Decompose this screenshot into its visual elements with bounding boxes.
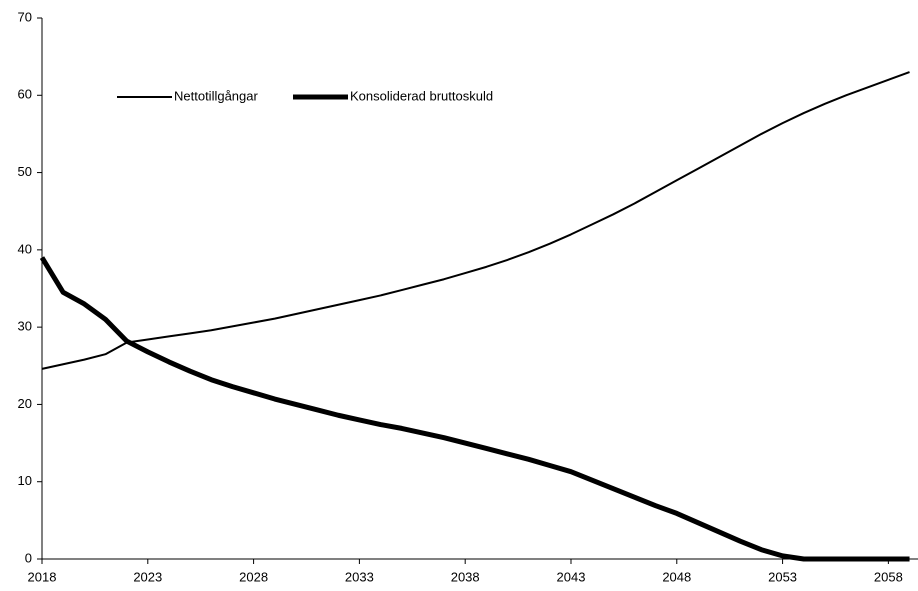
y-tick-label: 10 <box>18 473 32 488</box>
legend-label: Konsoliderad bruttoskuld <box>350 88 493 103</box>
x-tick-label: 2023 <box>133 569 162 584</box>
y-tick-label: 20 <box>18 396 32 411</box>
y-tick-label: 70 <box>18 9 32 24</box>
y-tick-label: 30 <box>18 319 32 334</box>
x-tick-label: 2053 <box>768 569 797 584</box>
y-tick-label: 50 <box>18 164 32 179</box>
x-tick-label: 2038 <box>451 569 480 584</box>
x-tick-label: 2028 <box>239 569 268 584</box>
line-series <box>39 256 910 562</box>
y-tick-label: 0 <box>25 550 32 565</box>
x-tick-label: 2058 <box>874 569 903 584</box>
legend-label: Nettotillgångar <box>174 88 258 103</box>
x-tick-label: 2018 <box>28 569 57 584</box>
y-tick-label: 40 <box>18 241 32 256</box>
x-tick-label: 2033 <box>345 569 374 584</box>
y-tick-label: 60 <box>18 87 32 102</box>
x-tick-label: 2043 <box>557 569 586 584</box>
line-series <box>41 71 910 370</box>
x-tick-label: 2048 <box>662 569 691 584</box>
